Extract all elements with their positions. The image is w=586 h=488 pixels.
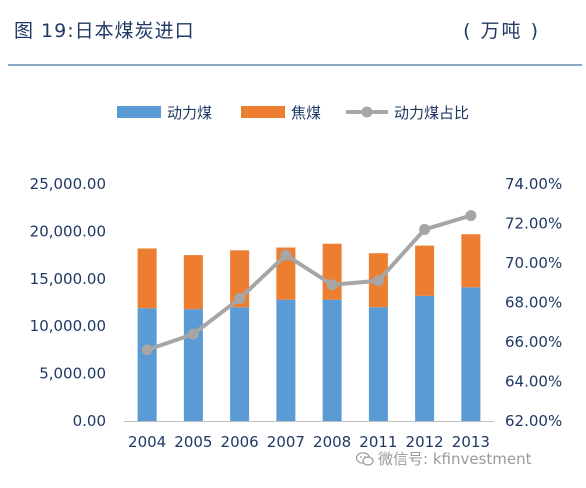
y-left-tick-label: 25,000.00 xyxy=(30,175,106,193)
bar-steam-coal xyxy=(276,299,296,421)
ratio-point xyxy=(419,223,431,235)
y-right-tick-label: 66.00% xyxy=(505,333,562,351)
bar-steam-coal xyxy=(230,307,250,421)
x-tick-label: 2004 xyxy=(128,433,166,451)
y-left-tick-label: 5,000.00 xyxy=(39,365,106,383)
bar-steam-coal xyxy=(368,307,388,421)
ratio-point xyxy=(465,210,477,222)
y-right-tick-label: 62.00% xyxy=(505,412,562,430)
bar-coking-coal xyxy=(137,248,157,309)
watermark: 微信号: kfinvestment xyxy=(356,448,532,469)
legend-swatch-steam-coal xyxy=(117,106,161,118)
legend-label-ratio: 动力煤占比 xyxy=(394,104,469,122)
y-left-tick-label: 0.00 xyxy=(73,412,106,430)
bar-coking-coal xyxy=(322,243,342,300)
y-left-tick-label: 20,000.00 xyxy=(30,222,106,240)
ratio-point xyxy=(141,344,153,356)
x-tick-label: 2008 xyxy=(313,433,351,451)
bar-steam-coal xyxy=(322,299,342,421)
wechat-icon xyxy=(356,452,374,466)
watermark-text: 微信号: kfinvestment xyxy=(378,450,532,468)
ratio-point xyxy=(326,279,338,291)
legend-swatch-coking-coal xyxy=(241,106,285,118)
legend-label-steam-coal: 动力煤 xyxy=(167,104,212,122)
bar-coking-coal xyxy=(461,234,481,288)
x-tick-label: 2011 xyxy=(359,433,397,451)
ratio-point xyxy=(372,275,384,287)
x-tick-label: 2005 xyxy=(174,433,212,451)
chart-header: 图 19:日本煤炭进口 ( 万吨 ) xyxy=(0,0,586,62)
legend-label-coking-coal: 焦煤 xyxy=(291,104,321,122)
x-tick-label: 2006 xyxy=(221,433,259,451)
bar-steam-coal xyxy=(461,287,481,421)
y-left-tick-label: 10,000.00 xyxy=(30,317,106,335)
y-right-tick-label: 72.00% xyxy=(505,215,562,233)
x-tick-label: 2013 xyxy=(452,433,490,451)
chart-title: 图 19:日本煤炭进口 xyxy=(14,20,195,42)
x-tick-label: 2012 xyxy=(406,433,444,451)
bar-steam-coal xyxy=(415,295,435,421)
header-divider xyxy=(8,64,582,66)
y-right-tick-label: 68.00% xyxy=(505,294,562,312)
ratio-point xyxy=(187,328,199,340)
unit-label: ( 万吨 ) xyxy=(463,20,540,42)
ratio-point xyxy=(234,293,246,305)
bar-coking-coal xyxy=(415,245,435,296)
ratio-point xyxy=(280,249,292,261)
series-line-ratio xyxy=(146,213,472,352)
y-right-tick-label: 74.00% xyxy=(505,175,562,193)
bar-coking-coal xyxy=(183,255,203,310)
y-right-tick-label: 70.00% xyxy=(505,254,562,272)
x-tick-label: 2007 xyxy=(267,433,305,451)
bar-steam-coal xyxy=(183,309,203,421)
y-left-tick-label: 15,000.00 xyxy=(30,270,106,288)
y-right-tick-label: 64.00% xyxy=(505,373,562,391)
legend-marker-ratio xyxy=(361,106,373,118)
bar-steam-coal xyxy=(137,308,157,421)
